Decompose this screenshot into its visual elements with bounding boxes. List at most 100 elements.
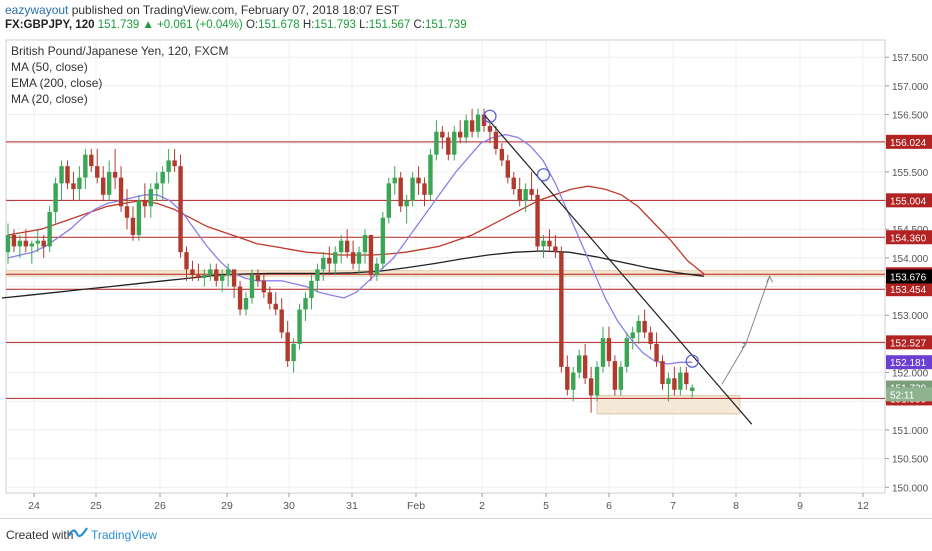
candle-body bbox=[654, 343, 659, 362]
candle-body bbox=[273, 303, 278, 310]
candle-body bbox=[404, 200, 409, 207]
y-tick-label: 155.500 bbox=[892, 168, 929, 179]
candle-body bbox=[101, 177, 106, 195]
x-tick-label: 9 bbox=[797, 500, 803, 512]
level-tag bbox=[886, 335, 932, 350]
y-tick-label: 151.000 bbox=[892, 426, 929, 437]
candle-body bbox=[630, 332, 635, 339]
x-tick-label: 7 bbox=[670, 500, 676, 512]
candle-body bbox=[106, 171, 112, 195]
candle-body bbox=[469, 120, 475, 132]
close-value: 151.739 bbox=[425, 19, 467, 31]
level-tag-label: 153.454 bbox=[890, 285, 927, 296]
candle-body bbox=[297, 309, 302, 344]
candle-body bbox=[71, 183, 76, 190]
candle-body bbox=[303, 298, 308, 310]
plot-area[interactable] bbox=[5, 39, 886, 494]
candle-body bbox=[559, 252, 564, 367]
open-value: 151.678 bbox=[258, 19, 300, 31]
created-with-text: Created with bbox=[6, 528, 74, 542]
price-change: +0.061 (+0.04%) bbox=[157, 19, 243, 31]
candle-body bbox=[612, 361, 618, 390]
level-tag-label: 155.004 bbox=[890, 196, 927, 207]
candle-body bbox=[285, 332, 290, 362]
symbol-label: FX:GBPJPY, 120 bbox=[5, 19, 95, 31]
candle-body bbox=[428, 154, 433, 195]
y-tick-label: 153.000 bbox=[892, 311, 929, 322]
candle-body bbox=[178, 166, 183, 253]
candle-body bbox=[678, 372, 683, 390]
resistance-zone bbox=[5, 270, 886, 277]
price-chart[interactable]: 150.000150.500151.000151.500152.000152.5… bbox=[0, 36, 932, 518]
high-label: H: bbox=[302, 19, 315, 31]
candle-body bbox=[582, 355, 588, 379]
candle-body bbox=[142, 200, 148, 207]
chart-legend: British Pound/Japanese Yen, 120, FXCM MA… bbox=[11, 44, 228, 106]
candle-body bbox=[5, 234, 11, 253]
x-tick-label: 5 bbox=[543, 500, 549, 512]
candle-body bbox=[327, 257, 332, 264]
candle-body bbox=[541, 240, 546, 247]
candle-body bbox=[47, 212, 52, 247]
time-axis[interactable]: 24 25 26 29 30 31 Feb 2 5 6 7 8 9 12 bbox=[28, 493, 869, 512]
candle-body bbox=[315, 269, 320, 281]
publish-info: eazywayout published on TradingView.com,… bbox=[5, 3, 399, 17]
candle-body bbox=[440, 131, 445, 138]
candle-body bbox=[95, 166, 100, 178]
y-tick-label: 150.500 bbox=[892, 455, 929, 466]
level-tag bbox=[886, 134, 932, 149]
candle-body bbox=[202, 275, 207, 278]
candle-body bbox=[511, 177, 516, 190]
y-tick-label: 156.500 bbox=[892, 111, 929, 122]
up-arrow-icon: ▲ bbox=[142, 19, 154, 31]
y-tick-label: 154.000 bbox=[892, 254, 929, 265]
level-tag-label: 152.527 bbox=[890, 338, 927, 349]
ma50-line bbox=[7, 185, 705, 275]
x-tick-label: 26 bbox=[154, 500, 166, 512]
candle-body bbox=[446, 137, 451, 155]
y-tick-label: 157.500 bbox=[892, 53, 929, 64]
horizontal-levels bbox=[6, 141, 885, 399]
candle-body bbox=[452, 131, 457, 155]
candle-body bbox=[190, 269, 195, 276]
candle-body bbox=[517, 189, 522, 201]
candle-body bbox=[77, 177, 82, 190]
legend-ema200: EMA (200, close) bbox=[11, 76, 102, 90]
candle-body bbox=[672, 378, 677, 390]
candle-body bbox=[225, 269, 231, 276]
candle-body bbox=[249, 275, 255, 299]
candle-body bbox=[624, 338, 629, 367]
tradingview-logo-icon[interactable] bbox=[68, 525, 88, 541]
tradingview-brand-link[interactable]: TradingView bbox=[91, 528, 158, 542]
price-tag-label: 52:11 bbox=[890, 390, 915, 401]
candle-body bbox=[571, 372, 576, 390]
x-tick-label: 2 bbox=[479, 500, 485, 512]
x-tick-label: 6 bbox=[606, 500, 612, 512]
support-zones bbox=[5, 270, 886, 415]
candle-body bbox=[344, 240, 350, 253]
touch-circle-icon bbox=[483, 109, 497, 123]
candle-body bbox=[690, 387, 695, 392]
candle-body bbox=[422, 183, 427, 195]
candle-body bbox=[642, 320, 647, 333]
y-tick-label: 150.000 bbox=[892, 483, 929, 494]
candle-body bbox=[41, 240, 46, 247]
candle-body bbox=[255, 275, 261, 281]
candle-body bbox=[606, 338, 612, 362]
candle-body bbox=[547, 240, 552, 247]
candle-body bbox=[291, 343, 296, 362]
candle-body bbox=[636, 320, 641, 333]
author-link[interactable]: eazywayout bbox=[5, 3, 69, 17]
touch-circle-icon bbox=[685, 354, 699, 368]
candle-body bbox=[648, 332, 653, 344]
price-tag-label: 152.181 bbox=[890, 358, 927, 369]
candle-body bbox=[487, 126, 493, 132]
candle-body bbox=[600, 338, 606, 367]
candle-body bbox=[136, 200, 142, 235]
candle-body bbox=[23, 240, 29, 247]
candle-body bbox=[196, 275, 201, 278]
last-price: 151.739 bbox=[97, 19, 140, 31]
candle-body bbox=[184, 252, 189, 270]
level-tag bbox=[886, 282, 932, 297]
candle-body bbox=[279, 309, 284, 333]
